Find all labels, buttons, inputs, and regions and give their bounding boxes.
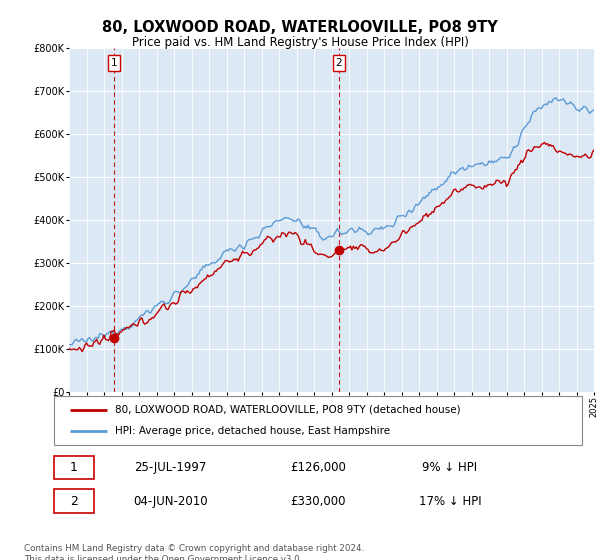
Bar — [54, 456, 94, 479]
Text: 9% ↓ HPI: 9% ↓ HPI — [422, 461, 478, 474]
Text: Contains HM Land Registry data © Crown copyright and database right 2024.
This d: Contains HM Land Registry data © Crown c… — [24, 544, 364, 560]
Text: 25-JUL-1997: 25-JUL-1997 — [134, 461, 206, 474]
Text: 80, LOXWOOD ROAD, WATERLOOVILLE, PO8 9TY (detached house): 80, LOXWOOD ROAD, WATERLOOVILLE, PO8 9TY… — [115, 405, 460, 415]
Text: £330,000: £330,000 — [290, 494, 346, 507]
Text: 2: 2 — [70, 494, 78, 507]
Bar — [54, 489, 94, 512]
Text: 1: 1 — [70, 461, 78, 474]
Text: 17% ↓ HPI: 17% ↓ HPI — [419, 494, 481, 507]
Text: Price paid vs. HM Land Registry's House Price Index (HPI): Price paid vs. HM Land Registry's House … — [131, 36, 469, 49]
Text: 2: 2 — [335, 58, 342, 68]
Text: 1: 1 — [110, 58, 117, 68]
Text: HPI: Average price, detached house, East Hampshire: HPI: Average price, detached house, East… — [115, 426, 390, 436]
Text: £126,000: £126,000 — [290, 461, 346, 474]
Text: 04-JUN-2010: 04-JUN-2010 — [133, 494, 208, 507]
Text: 80, LOXWOOD ROAD, WATERLOOVILLE, PO8 9TY: 80, LOXWOOD ROAD, WATERLOOVILLE, PO8 9TY — [102, 20, 498, 35]
